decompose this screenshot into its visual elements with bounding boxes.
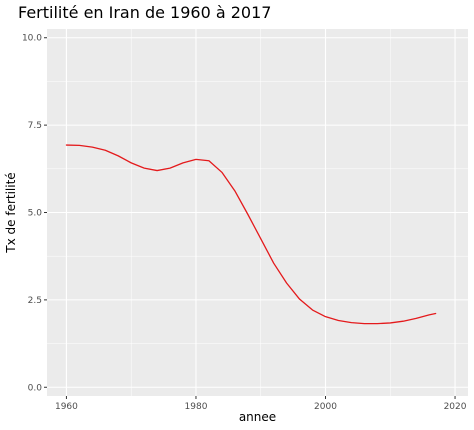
chart-title: Fertilité en Iran de 1960 à 2017	[18, 3, 271, 22]
x-tick-label: 2000	[314, 402, 337, 412]
series-layer	[65, 144, 437, 325]
x-tick-label: 2020	[444, 402, 467, 412]
x-tick-label: 1960	[55, 402, 78, 412]
y-tick-label: 2.5	[28, 296, 42, 306]
y-tick-label: 10.0	[22, 34, 42, 44]
x-tick-label: 1980	[185, 402, 208, 412]
axis-ticks: 1960 1980 2000 2020 0.0 2.5 5.0 7.5 10.0	[22, 34, 467, 412]
y-tick-label: 7.5	[28, 121, 42, 131]
y-tick-label: 5.0	[28, 209, 43, 219]
y-tick-label: 0.0	[28, 383, 43, 393]
x-axis-title: annee	[239, 410, 276, 424]
grid-lines	[47, 29, 468, 396]
fertility-series-line	[65, 144, 437, 325]
y-axis-title: Tx de fertilité	[4, 172, 18, 253]
